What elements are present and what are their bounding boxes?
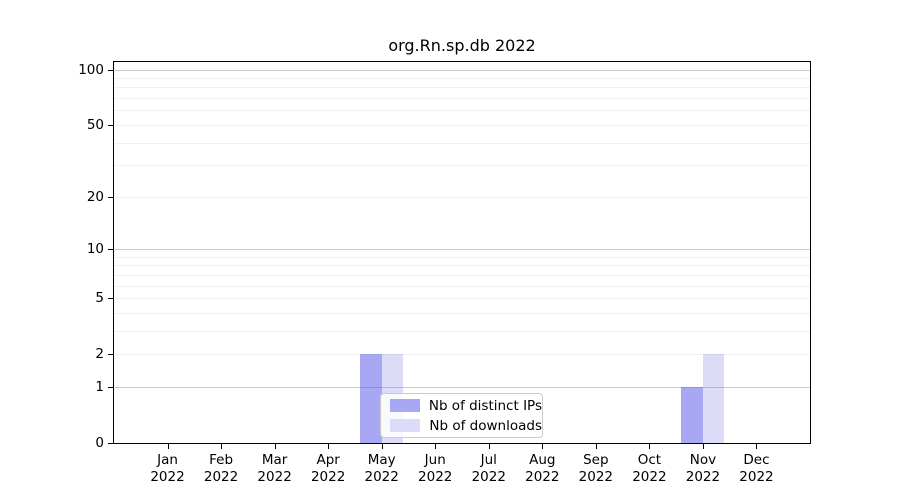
y-tick-mark [108,196,113,198]
x-tick-mark [756,444,758,449]
x-tick-mark [488,444,490,449]
x-tick-year: 2022 [257,468,292,485]
x-tick-month: Jul [480,452,497,468]
gridline-minor [114,285,810,287]
x-tick-month: Jan [157,452,178,468]
x-tick-year: 2022 [310,468,346,485]
x-tick-label: Feb 2022 [191,452,251,485]
x-tick-year: 2022 [685,468,721,485]
y-tick-label: 0 [95,435,104,451]
gridline-major [114,386,810,388]
gridline-minor [114,165,810,167]
x-tick-label: Nov 2022 [673,452,733,485]
gridline-minor [114,196,810,198]
y-tick-mark [108,249,113,250]
x-tick-year: 2022 [578,468,614,485]
y-tick-mark [108,354,113,356]
y-tick-mark [108,69,113,71]
x-tick-mark [381,444,383,449]
x-tick-label: Jul 2022 [459,452,519,485]
x-tick-label: Jun 2022 [405,452,465,485]
legend-swatch-distinct-ips-icon [390,399,420,412]
y-tick-label: 20 [86,188,104,205]
x-tick-label: Mar 2022 [245,452,305,485]
gridline-minor [114,256,810,258]
y-tick-mark [108,386,113,388]
x-tick-label: Jan 2022 [138,452,198,485]
x-tick-mark [542,444,544,449]
x-tick-year: 2022 [203,468,239,485]
gridline-minor [114,87,810,89]
legend-entry-distinct-ips: Nb of distinct IPs [390,398,542,414]
x-tick-month: May [367,452,396,468]
x-tick-mark [167,444,169,449]
x-tick-month: Aug [529,452,556,468]
y-tick-label: 10 [86,241,104,257]
gridline-minor [114,110,810,112]
x-tick-year: 2022 [739,468,774,485]
x-tick-year: 2022 [525,468,560,485]
y-tick-label: 50 [86,116,104,133]
x-tick-month: Apr [316,452,340,468]
x-tick-month: Mar [261,452,288,468]
y-tick-label: 2 [95,346,104,363]
legend-label-downloads: Nb of downloads [429,417,542,434]
x-tick-mark [649,444,651,449]
bar-downloads-nov [702,354,725,443]
x-tick-month: Nov [689,452,717,468]
gridline-minor [114,124,810,126]
y-tick-label: 100 [78,61,104,78]
x-tick-mark [274,444,276,449]
legend-swatch-downloads-icon [390,419,421,432]
gridline-minor [114,354,810,356]
x-tick-year: 2022 [471,468,506,485]
x-tick-mark [221,444,223,449]
gridline-minor [114,142,810,144]
legend-entry-downloads: Nb of downloads [390,418,542,434]
legend-label-distinct-ips: Nb of distinct IPs [428,397,542,414]
x-tick-label: May 2022 [352,452,412,485]
x-tick-label: Dec 2022 [726,452,786,485]
gridline-minor [114,98,810,100]
gridline-major [114,249,810,250]
x-tick-year: 2022 [632,468,667,485]
plot-area [113,61,811,444]
y-tick-mark [108,298,113,300]
bar-distinct-ips-nov [681,386,703,443]
x-tick-label: Sep 2022 [566,452,626,485]
gridline-minor [114,78,810,80]
gridline-minor [114,312,810,314]
gridline-minor [114,274,810,276]
gridline-major [114,69,810,71]
y-tick-mark [108,443,113,444]
x-tick-mark [435,444,437,449]
x-tick-month: Sep [583,452,609,468]
y-tick-label: 5 [95,290,104,307]
x-tick-mark [702,444,704,449]
legend: Nb of distinct IPs Nb of downloads [380,393,543,438]
x-tick-month: Oct [637,452,662,468]
x-tick-year: 2022 [150,468,185,485]
y-tick-mark [108,124,113,126]
gridline-minor [114,330,810,332]
gridline-minor [114,298,810,300]
x-tick-label: Apr 2022 [298,452,358,485]
x-tick-mark [328,444,330,449]
x-tick-month: Dec [743,452,770,468]
y-tick-label: 1 [95,378,104,395]
x-tick-mark [595,444,597,449]
chart-title: org.Rn.sp.db 2022 [388,36,536,55]
x-tick-month: Feb [209,452,234,468]
x-tick-year: 2022 [364,468,399,485]
bar-distinct-ips-may [360,354,382,443]
gridline-minor [114,265,810,267]
x-tick-label: Oct 2022 [619,452,679,485]
x-tick-label: Aug 2022 [512,452,572,485]
x-tick-month: Jun [424,452,446,468]
x-tick-year: 2022 [418,468,453,485]
